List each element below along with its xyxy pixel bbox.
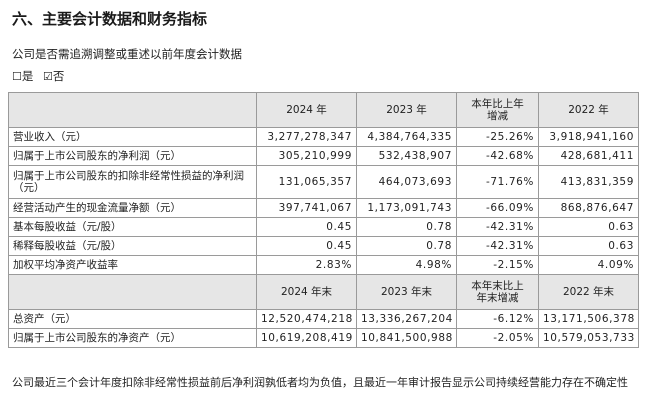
checkbox-checked-icon[interactable]: ☑: [43, 70, 53, 83]
cell-v2023: 13,336,267,204: [356, 309, 457, 329]
cell-v2024: 12,520,474,218: [256, 309, 357, 329]
cell-v2024: 3,277,278,347: [256, 127, 357, 147]
checkbox-unchecked-icon[interactable]: ☐: [12, 70, 22, 83]
row-label: 总资产（元）: [8, 309, 257, 329]
cell-v2024: 10,619,208,419: [256, 328, 357, 348]
cell-v2023: 10,841,500,988: [356, 328, 457, 348]
cell-v2023: 4,384,764,335: [356, 127, 457, 147]
cell-change: -42.68%: [456, 146, 539, 166]
financial-data-table: 2024 年 2023 年本年比上年 增减 2022 年营业收入（元） 3,277,2…: [8, 92, 639, 348]
cell-v2024: 305,210,999: [256, 146, 357, 166]
table-row: 归属于上市公司股东的净资产（元） 10,619,208,419 10,841,500…: [8, 328, 639, 348]
cell-v2022: 10,579,053,733: [538, 328, 639, 348]
cell-v2024: 0.45: [256, 217, 357, 237]
row-label: 归属于上市公司股东的净利润（元）: [8, 146, 257, 166]
cell-v2022: 3,918,941,160: [538, 127, 639, 147]
row-label: 基本每股收益（元/股）: [8, 217, 257, 237]
column-header: 2023 年末: [356, 274, 457, 310]
table-row: 归属于上市公司股东的净利润（元） 305,210,999 532,438,907 -4…: [8, 146, 639, 166]
footnote: 公司最近三个会计年度扣除非经常性损益前后净利润孰低者均为负值，且最近一年审计报告…: [12, 376, 628, 389]
cell-v2022: 413,831,359: [538, 165, 639, 199]
cell-v2023: 1,173,091,743: [356, 198, 457, 218]
column-header: 本年比上年 增减: [456, 92, 539, 128]
option-yes-label: 是: [21, 69, 34, 83]
table-row: 稀释每股收益（元/股） 0.45 0.78 -42.31% 0.63: [8, 236, 639, 256]
row-label: 加权平均净资产收益率: [8, 255, 257, 275]
row-label: 稀释每股收益（元/股）: [8, 236, 257, 256]
restatement-options: ☐是 ☑否: [12, 68, 64, 84]
cell-v2022: 4.09%: [538, 255, 639, 275]
table-row: 总资产（元） 12,520,474,218 13,336,267,204 -6.12%…: [8, 309, 639, 329]
cell-v2023: 0.78: [356, 236, 457, 256]
cell-v2023: 532,438,907: [356, 146, 457, 166]
table-row: 营业收入（元） 3,277,278,347 4,384,764,335 -25.26%…: [8, 127, 639, 147]
column-header: 本年末比上 年末增减: [456, 274, 539, 310]
column-header: 2024 年末: [256, 274, 357, 310]
column-header: [8, 274, 257, 310]
column-header: 2023 年: [356, 92, 457, 128]
cell-change: -42.31%: [456, 217, 539, 237]
cell-v2023: 0.78: [356, 217, 457, 237]
cell-v2023: 464,073,693: [356, 165, 457, 199]
column-header: 2022 年: [538, 92, 639, 128]
cell-change: -71.76%: [456, 165, 539, 199]
table-row: 经营活动产生的现金流量净额（元） 397,741,067 1,173,091,743…: [8, 198, 639, 218]
row-label: 归属于上市公司股东的净资产（元）: [8, 328, 257, 348]
row-label: 营业收入（元）: [8, 127, 257, 147]
row-label: 归属于上市公司股东的扣除非经常性损益的净利润（元）: [8, 165, 257, 199]
section-title: 六、主要会计数据和财务指标: [12, 10, 208, 28]
cell-v2022: 428,681,411: [538, 146, 639, 166]
cell-v2024: 131,065,357: [256, 165, 357, 199]
table-row: 归属于上市公司股东的扣除非经常性损益的净利润（元） 131,065,357 464,…: [8, 165, 639, 199]
table-row: 加权平均净资产收益率 2.83% 4.98% -2.15% 4.09%: [8, 255, 639, 275]
cell-v2022: 0.63: [538, 217, 639, 237]
cell-v2024: 2.83%: [256, 255, 357, 275]
table-row: 基本每股收益（元/股） 0.45 0.78 -42.31% 0.63: [8, 217, 639, 237]
cell-change: -2.15%: [456, 255, 539, 275]
cell-change: -42.31%: [456, 236, 539, 256]
cell-change: -66.09%: [456, 198, 539, 218]
table1-header-row: 2024 年 2023 年本年比上年 增减 2022 年: [8, 92, 639, 128]
cell-change: -2.05%: [456, 328, 539, 348]
cell-v2023: 4.98%: [356, 255, 457, 275]
cell-v2022: 868,876,647: [538, 198, 639, 218]
restatement-question: 公司是否需追溯调整或重述以前年度会计数据: [12, 47, 242, 61]
cell-v2022: 13,171,506,378: [538, 309, 639, 329]
cell-v2024: 0.45: [256, 236, 357, 256]
column-header: [8, 92, 257, 128]
option-no-label: 否: [52, 69, 65, 83]
column-header: 2024 年: [256, 92, 357, 128]
cell-v2024: 397,741,067: [256, 198, 357, 218]
cell-change: -25.26%: [456, 127, 539, 147]
cell-change: -6.12%: [456, 309, 539, 329]
column-header: 2022 年末: [538, 274, 639, 310]
cell-v2022: 0.63: [538, 236, 639, 256]
table2-header-row: 2024 年末 2023 年末 本年末比上 年末增减 2022 年末: [8, 274, 639, 310]
row-label: 经营活动产生的现金流量净额（元）: [8, 198, 257, 218]
